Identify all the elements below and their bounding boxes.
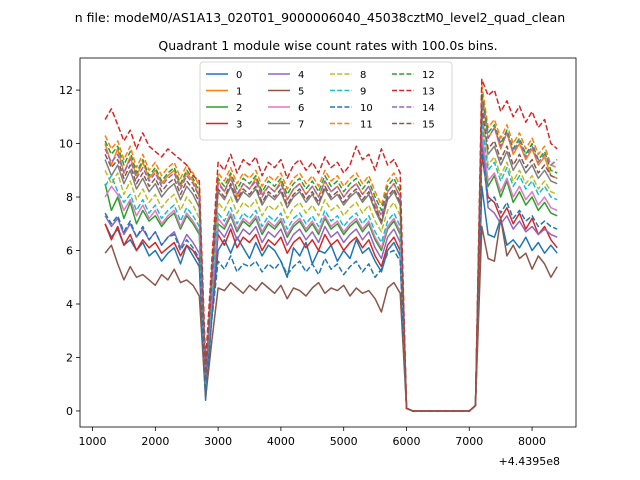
legend-label-13: 13 (422, 87, 435, 98)
y-tick-label: 4 (66, 298, 73, 311)
y-axis: 0 2 4 6 8 10 12 (59, 84, 80, 418)
y-tick-label: 8 (66, 191, 73, 204)
series-3-line (104, 153, 558, 412)
y-tick-label: 12 (59, 84, 73, 97)
y-tick-label: 0 (66, 405, 73, 418)
series-13-line (104, 78, 558, 412)
legend-label-12: 12 (422, 70, 435, 81)
series-15-line (104, 108, 558, 412)
legend-label-7: 7 (298, 120, 304, 131)
series-lines (104, 78, 558, 412)
legend-label-1: 1 (236, 87, 242, 98)
legend-label-8: 8 (360, 70, 366, 81)
legend-label-14: 14 (422, 103, 435, 114)
legend-label-3: 3 (236, 120, 242, 131)
chart-title: Quadrant 1 module wise count rates with … (158, 38, 497, 53)
legend-label-0: 0 (236, 70, 242, 81)
y-tick-label: 10 (59, 138, 73, 151)
x-tick-label: 6000 (392, 435, 420, 448)
series-10-line (104, 148, 558, 412)
x-tick-label: 4000 (267, 435, 295, 448)
series-1-line (104, 94, 558, 412)
x-axis: 1000 2000 3000 4000 5000 6000 7000 8000 (79, 427, 546, 448)
x-tick-label: 1000 (79, 435, 107, 448)
legend-label-15: 15 (422, 120, 435, 131)
x-tick-label: 2000 (141, 435, 169, 448)
series-5-line (104, 217, 558, 412)
x-tick-label: 5000 (330, 435, 358, 448)
x-tick-label: 3000 (204, 435, 232, 448)
y-tick-label: 2 (66, 351, 73, 364)
legend-label-9: 9 (360, 87, 366, 98)
x-axis-offset-label: +4.4395e8 (499, 455, 560, 468)
x-tick-label: 8000 (518, 435, 546, 448)
legend-label-4: 4 (298, 70, 304, 81)
y-tick-label: 6 (66, 245, 73, 258)
figure-suptitle: n file: modeM0/AS1A13_020T01_9000006040_… (75, 10, 565, 25)
legend-label-6: 6 (298, 103, 304, 114)
series-9-line (104, 121, 558, 412)
x-tick-label: 7000 (455, 435, 483, 448)
series-12-line (104, 92, 558, 412)
series-7-line (104, 116, 558, 412)
plot-frame (79, 57, 577, 428)
legend-box (199, 61, 453, 141)
legend-label-2: 2 (236, 103, 242, 114)
legend-label-10: 10 (360, 103, 373, 114)
legend-label-5: 5 (298, 87, 304, 98)
series-14-line (104, 100, 558, 412)
legend-label-11: 11 (360, 120, 373, 131)
series-2-line (104, 142, 558, 412)
